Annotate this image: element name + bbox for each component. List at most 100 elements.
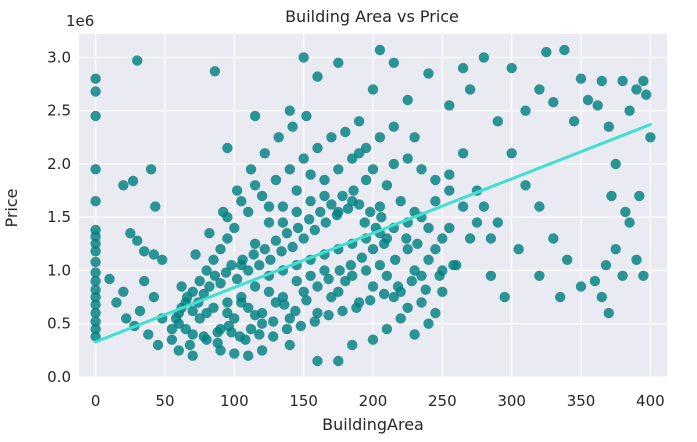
data-point	[575, 281, 587, 292]
data-point	[237, 254, 248, 265]
data-point	[513, 244, 524, 255]
data-point	[381, 180, 393, 191]
data-point	[212, 327, 223, 338]
data-point	[287, 121, 298, 132]
data-point	[365, 206, 376, 218]
data-point	[209, 66, 221, 77]
data-point	[638, 270, 649, 281]
data-point	[284, 105, 295, 116]
data-point	[423, 254, 434, 265]
data-point	[617, 75, 628, 87]
data-point	[444, 100, 455, 111]
data-point	[444, 169, 455, 180]
y-offset-label: 1e6	[66, 12, 94, 30]
data-point	[610, 158, 621, 170]
data-point	[198, 288, 209, 300]
data-point	[388, 121, 399, 132]
data-point	[360, 265, 372, 276]
data-point	[395, 313, 406, 324]
data-point	[600, 260, 612, 271]
data-point	[485, 233, 497, 244]
data-point	[596, 75, 607, 87]
data-point	[198, 331, 209, 342]
data-point	[240, 334, 251, 345]
x-tick-label: 250	[428, 392, 457, 410]
data-point	[376, 212, 387, 223]
data-point	[249, 281, 261, 292]
data-point	[139, 275, 150, 287]
data-point	[90, 316, 101, 327]
data-point	[312, 71, 323, 82]
data-point	[448, 260, 459, 271]
data-point	[134, 305, 146, 317]
data-point	[204, 228, 215, 239]
data-point	[638, 75, 649, 87]
data-point	[457, 201, 469, 212]
x-tick-label: 200	[359, 392, 388, 410]
data-point	[90, 307, 101, 319]
data-point	[499, 291, 510, 303]
data-point	[388, 57, 399, 68]
data-point	[374, 132, 386, 143]
data-point	[90, 86, 101, 97]
data-point	[631, 84, 642, 95]
data-point	[254, 329, 265, 340]
data-point	[315, 206, 326, 218]
data-point	[245, 164, 257, 175]
data-point	[90, 275, 101, 287]
data-point	[331, 209, 343, 221]
data-point	[222, 307, 233, 319]
data-point	[337, 190, 348, 202]
data-point	[226, 327, 237, 338]
data-point	[624, 105, 635, 116]
data-point	[381, 270, 393, 281]
data-point	[345, 260, 356, 271]
data-point	[444, 185, 455, 196]
data-point	[347, 153, 358, 164]
y-tick-label: 0.0	[47, 368, 71, 386]
data-point	[348, 185, 359, 196]
data-point	[381, 233, 393, 244]
data-point	[176, 281, 187, 292]
data-point	[150, 201, 161, 212]
data-point	[319, 190, 330, 202]
data-point	[204, 281, 215, 292]
y-tick-label: 2.5	[47, 102, 71, 120]
x-tick-label: 300	[497, 392, 526, 410]
data-point	[148, 249, 160, 260]
data-point	[298, 52, 309, 63]
data-point	[634, 190, 645, 202]
data-point	[220, 267, 232, 278]
data-point	[132, 235, 143, 246]
data-point	[90, 284, 101, 295]
data-point	[118, 180, 129, 191]
data-points	[90, 44, 656, 367]
data-point	[222, 297, 233, 308]
data-point	[121, 313, 132, 324]
data-point	[568, 116, 580, 127]
data-point	[367, 244, 379, 255]
data-point	[592, 100, 603, 111]
data-point	[402, 302, 413, 313]
data-point	[596, 291, 607, 303]
data-point	[276, 246, 287, 257]
data-point	[541, 46, 552, 58]
data-point	[559, 44, 570, 56]
data-point	[90, 196, 101, 207]
data-point	[111, 297, 122, 308]
data-point	[268, 316, 279, 327]
data-point	[259, 148, 270, 159]
data-point	[555, 291, 566, 303]
data-point	[184, 339, 196, 351]
data-point	[631, 254, 642, 265]
data-point	[430, 174, 441, 186]
data-point	[353, 199, 365, 210]
data-point	[291, 185, 302, 196]
data-point	[201, 265, 212, 276]
data-point	[333, 164, 344, 175]
data-point	[215, 244, 226, 255]
data-point	[256, 345, 268, 356]
data-point	[464, 84, 476, 95]
data-point	[606, 190, 617, 202]
data-point	[277, 291, 289, 303]
